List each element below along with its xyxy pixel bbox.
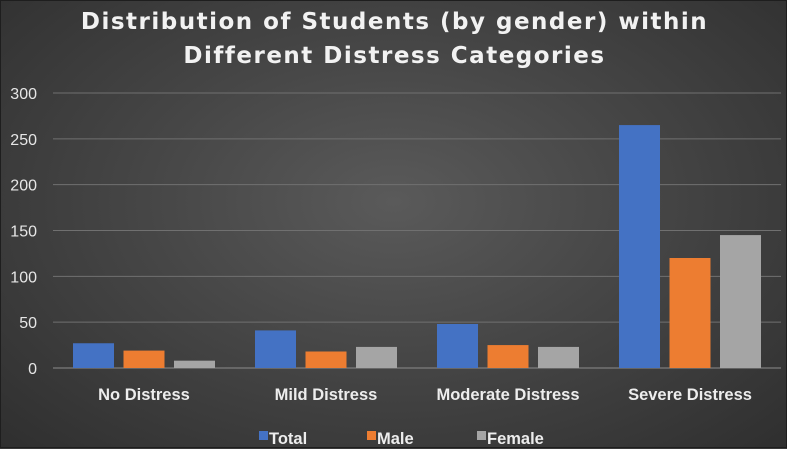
- y-tick-label-2: 100: [10, 269, 37, 286]
- bar-female-0: [174, 360, 215, 368]
- bar-male-2: [487, 345, 529, 368]
- legend-swatch-female: [477, 431, 486, 440]
- bar-male-0: [123, 350, 165, 368]
- bar-female-3: [720, 235, 761, 368]
- y-tick-label-4: 200: [10, 178, 37, 195]
- legend-label-male: Male: [377, 430, 414, 448]
- bar-female-2: [538, 346, 579, 368]
- legend-label-female: Female: [487, 430, 544, 448]
- bar-total-3: [619, 125, 660, 368]
- y-tick-label-6: 300: [10, 86, 37, 103]
- bar-total-1: [255, 330, 296, 368]
- x-category-label-0: No Distress: [98, 386, 190, 404]
- bar-male-1: [305, 351, 347, 368]
- bar-total-0: [73, 343, 114, 368]
- x-category-label-3: Severe Distress: [628, 386, 752, 404]
- chart-title-line-1: Distribution of Students (by gender) wit…: [80, 9, 709, 35]
- x-category-label-2: Moderate Distress: [436, 386, 579, 404]
- y-tick-label-1: 50: [19, 315, 37, 332]
- x-category-label-1: Mild Distress: [275, 386, 378, 404]
- bar-total-2: [437, 324, 478, 368]
- legend-swatch-total: [259, 431, 268, 440]
- bar-female-1: [356, 346, 397, 368]
- legend-swatch-male: [367, 431, 376, 440]
- y-tick-label-5: 250: [10, 132, 37, 149]
- y-tick-label-3: 150: [10, 224, 37, 241]
- y-tick-label-0: 0: [28, 361, 37, 378]
- chart-title-line-2: Different Distress Categories: [183, 43, 606, 69]
- chart-title: Distribution of Students (by gender) wit…: [1, 5, 787, 73]
- bar-male-3: [669, 258, 711, 368]
- legend-label-total: Total: [269, 430, 307, 448]
